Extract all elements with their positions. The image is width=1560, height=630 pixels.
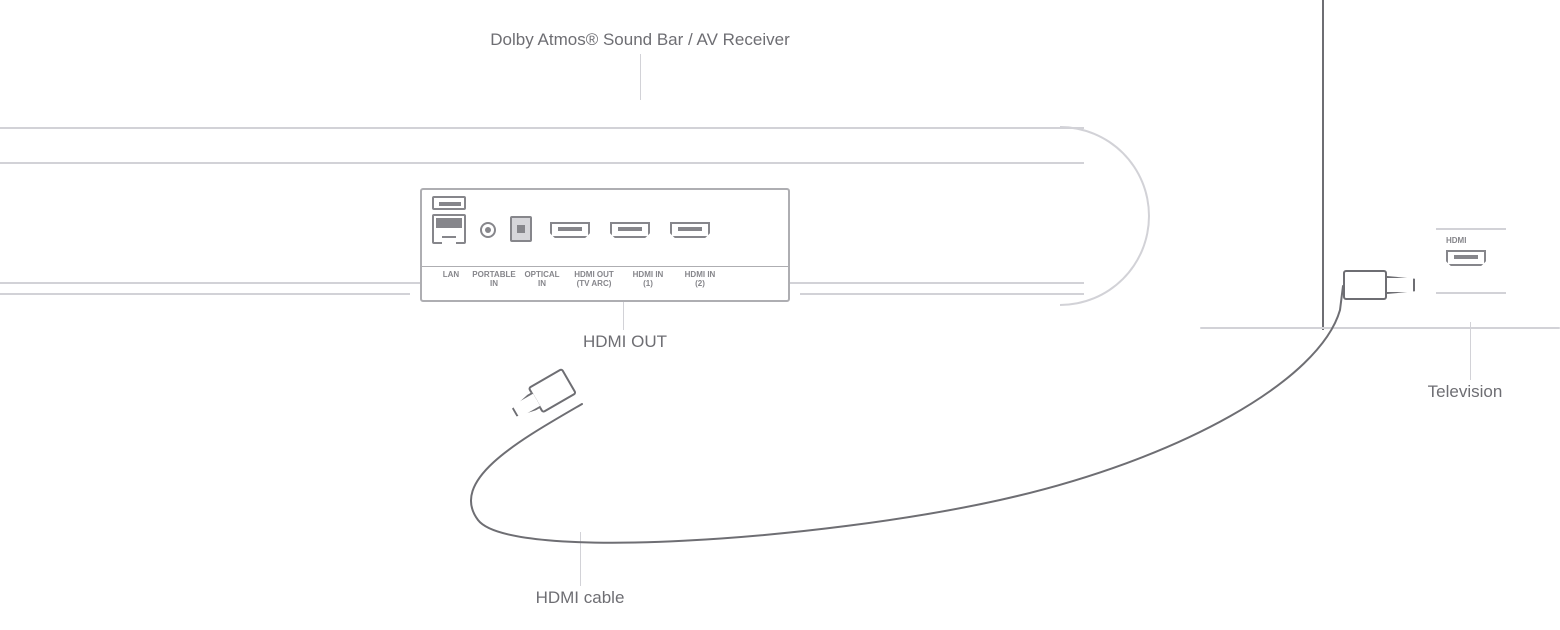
callout-hdmi-out: HDMI OUT (550, 332, 700, 352)
plug-body-icon (1343, 270, 1387, 300)
port-label-hdmi-in-1: HDMI IN (1) (622, 271, 674, 289)
leader-television (1470, 322, 1471, 380)
soundbar-bottom-right (790, 282, 1084, 284)
tv-base (1200, 327, 1560, 329)
lan-port-icon (432, 214, 466, 244)
hdmi-in2-port-icon (670, 222, 710, 238)
aux-jack-icon (480, 222, 496, 238)
callout-hdmi-cable: HDMI cable (500, 588, 660, 608)
port-panel: LANPORTABLE INOPTICAL INHDMI OUT (TV ARC… (420, 188, 790, 302)
callout-soundbar: Dolby Atmos® Sound Bar / AV Receiver (445, 30, 835, 50)
connection-diagram: Dolby Atmos® Sound Bar / AV Receiver HDM… (0, 0, 1560, 630)
port-label-hdmi-out: HDMI OUT (TV ARC) (566, 271, 622, 289)
port-label-hdmi-in-2: HDMI IN (2) (674, 271, 726, 289)
leader-hdmi-cable (580, 532, 581, 586)
hdmi-in1-port-icon (610, 222, 650, 238)
port-label-optical-in: OPTICAL IN (518, 271, 566, 289)
leader-soundbar (640, 54, 641, 100)
tv-hdmi-label: HDMI (1446, 236, 1466, 245)
soundbar-foot-right (800, 293, 1084, 295)
hdmi-plug-right (1343, 268, 1421, 304)
tv-hdmi-port-icon (1446, 250, 1486, 266)
tv-edge (1322, 0, 1324, 330)
soundbar-mid-edge (0, 162, 1084, 164)
hdmi-cable-path (0, 0, 1560, 630)
soundbar-top-edge (0, 127, 1084, 129)
soundbar-foot-left (0, 293, 410, 295)
plug-tip-icon (1387, 276, 1415, 294)
usb-port-icon (432, 196, 466, 210)
hdmi-plug-left (507, 365, 584, 428)
hdmi-out-port-icon (550, 222, 590, 238)
port-row (422, 190, 788, 266)
callout-television: Television (1400, 382, 1530, 402)
soundbar-endcap (1060, 126, 1150, 306)
port-label-portable-in: PORTABLE IN (470, 271, 518, 289)
optical-port-icon (510, 216, 532, 242)
port-label-row: LANPORTABLE INOPTICAL INHDMI OUT (TV ARC… (422, 266, 788, 302)
soundbar-bottom-left (0, 282, 420, 284)
port-label-usb-lan: LAN (432, 271, 470, 280)
